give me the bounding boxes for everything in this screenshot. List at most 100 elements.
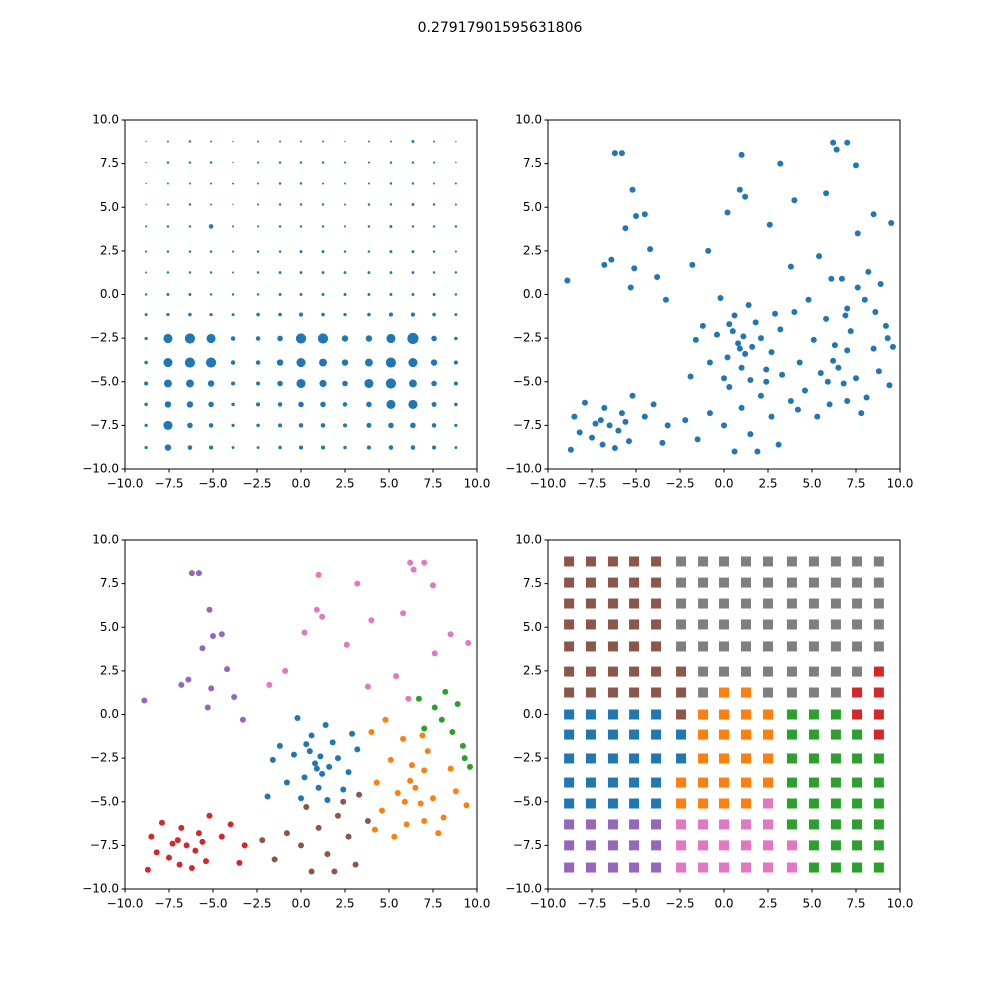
point xyxy=(421,767,428,774)
square xyxy=(786,798,797,809)
point xyxy=(401,798,408,805)
square xyxy=(808,753,819,764)
square xyxy=(629,729,640,740)
x-tick-label: −7.5 xyxy=(577,897,606,911)
square xyxy=(651,862,662,873)
y-tick-label: −7.5 xyxy=(513,418,542,432)
point xyxy=(290,751,297,758)
point xyxy=(417,800,424,807)
point xyxy=(329,739,336,746)
point xyxy=(343,641,350,648)
square xyxy=(676,777,687,788)
y-tick-label: 5.0 xyxy=(100,200,119,214)
point xyxy=(466,763,473,770)
point xyxy=(317,753,324,760)
bubble xyxy=(206,333,216,344)
bubble xyxy=(386,333,396,344)
square xyxy=(852,729,863,740)
point xyxy=(877,281,884,288)
bubble xyxy=(164,379,172,388)
bubble xyxy=(385,357,397,368)
square xyxy=(719,709,729,720)
square xyxy=(741,709,751,720)
point xyxy=(447,765,454,772)
square xyxy=(651,666,662,677)
y-tick-label: 7.5 xyxy=(523,576,542,590)
bubble xyxy=(144,293,148,296)
point xyxy=(202,858,209,865)
y-tick-label: −7.5 xyxy=(90,418,119,432)
square xyxy=(651,641,662,652)
bubble xyxy=(389,225,393,228)
square xyxy=(763,598,773,609)
square xyxy=(676,819,687,830)
point xyxy=(340,786,347,793)
point xyxy=(282,667,289,674)
point xyxy=(334,755,341,762)
x-tick-label: −10.0 xyxy=(530,897,567,911)
bubble xyxy=(188,312,192,317)
point xyxy=(749,343,756,350)
bubble xyxy=(144,360,148,365)
x-tick-label: −7.5 xyxy=(154,477,183,491)
bubble xyxy=(343,312,347,317)
point xyxy=(271,856,278,863)
bubble xyxy=(342,380,348,387)
square xyxy=(852,666,863,677)
bubble xyxy=(299,271,303,274)
x-tick-label: 5.0 xyxy=(379,477,398,491)
point xyxy=(729,328,736,335)
square xyxy=(786,777,797,788)
bubble xyxy=(411,293,415,296)
bubble xyxy=(188,203,192,206)
y-tick-label: 5.0 xyxy=(523,620,542,634)
point xyxy=(823,315,830,322)
x-tick-label: −7.5 xyxy=(577,477,606,491)
point xyxy=(405,695,412,702)
bubble xyxy=(166,250,170,253)
point xyxy=(334,812,341,819)
point xyxy=(463,802,470,809)
bubble xyxy=(186,379,194,388)
bubble xyxy=(145,182,147,185)
bubble xyxy=(453,360,458,365)
square xyxy=(698,819,709,830)
x-tick-label: −10.0 xyxy=(107,477,144,491)
y-tick-label: 0.0 xyxy=(523,287,542,301)
square xyxy=(786,641,797,652)
point xyxy=(726,321,733,328)
square xyxy=(676,709,687,720)
x-tick-label: 7.5 xyxy=(423,897,442,911)
point xyxy=(231,694,238,701)
point xyxy=(736,186,743,193)
x-tick-label: 2.5 xyxy=(758,897,777,911)
point xyxy=(801,387,808,394)
square xyxy=(629,819,640,830)
point xyxy=(805,296,812,303)
bubble xyxy=(208,224,214,229)
square xyxy=(698,687,709,698)
x-tick-label: −5.0 xyxy=(621,477,650,491)
bubble xyxy=(431,335,437,342)
point xyxy=(158,819,165,826)
bubble xyxy=(298,312,304,317)
bubble xyxy=(321,271,325,274)
square xyxy=(852,556,863,567)
square xyxy=(873,641,884,652)
square xyxy=(830,556,841,567)
point xyxy=(352,861,359,868)
point xyxy=(195,830,202,837)
bubble xyxy=(367,293,371,296)
point xyxy=(731,312,738,319)
point xyxy=(726,383,733,390)
square xyxy=(676,556,687,567)
point xyxy=(622,418,629,425)
point xyxy=(694,436,701,443)
bubble xyxy=(277,380,283,387)
square xyxy=(651,753,662,764)
point xyxy=(828,275,835,282)
x-tick-label: −10.0 xyxy=(107,897,144,911)
point xyxy=(419,732,426,739)
point xyxy=(298,842,304,849)
square xyxy=(698,777,709,788)
